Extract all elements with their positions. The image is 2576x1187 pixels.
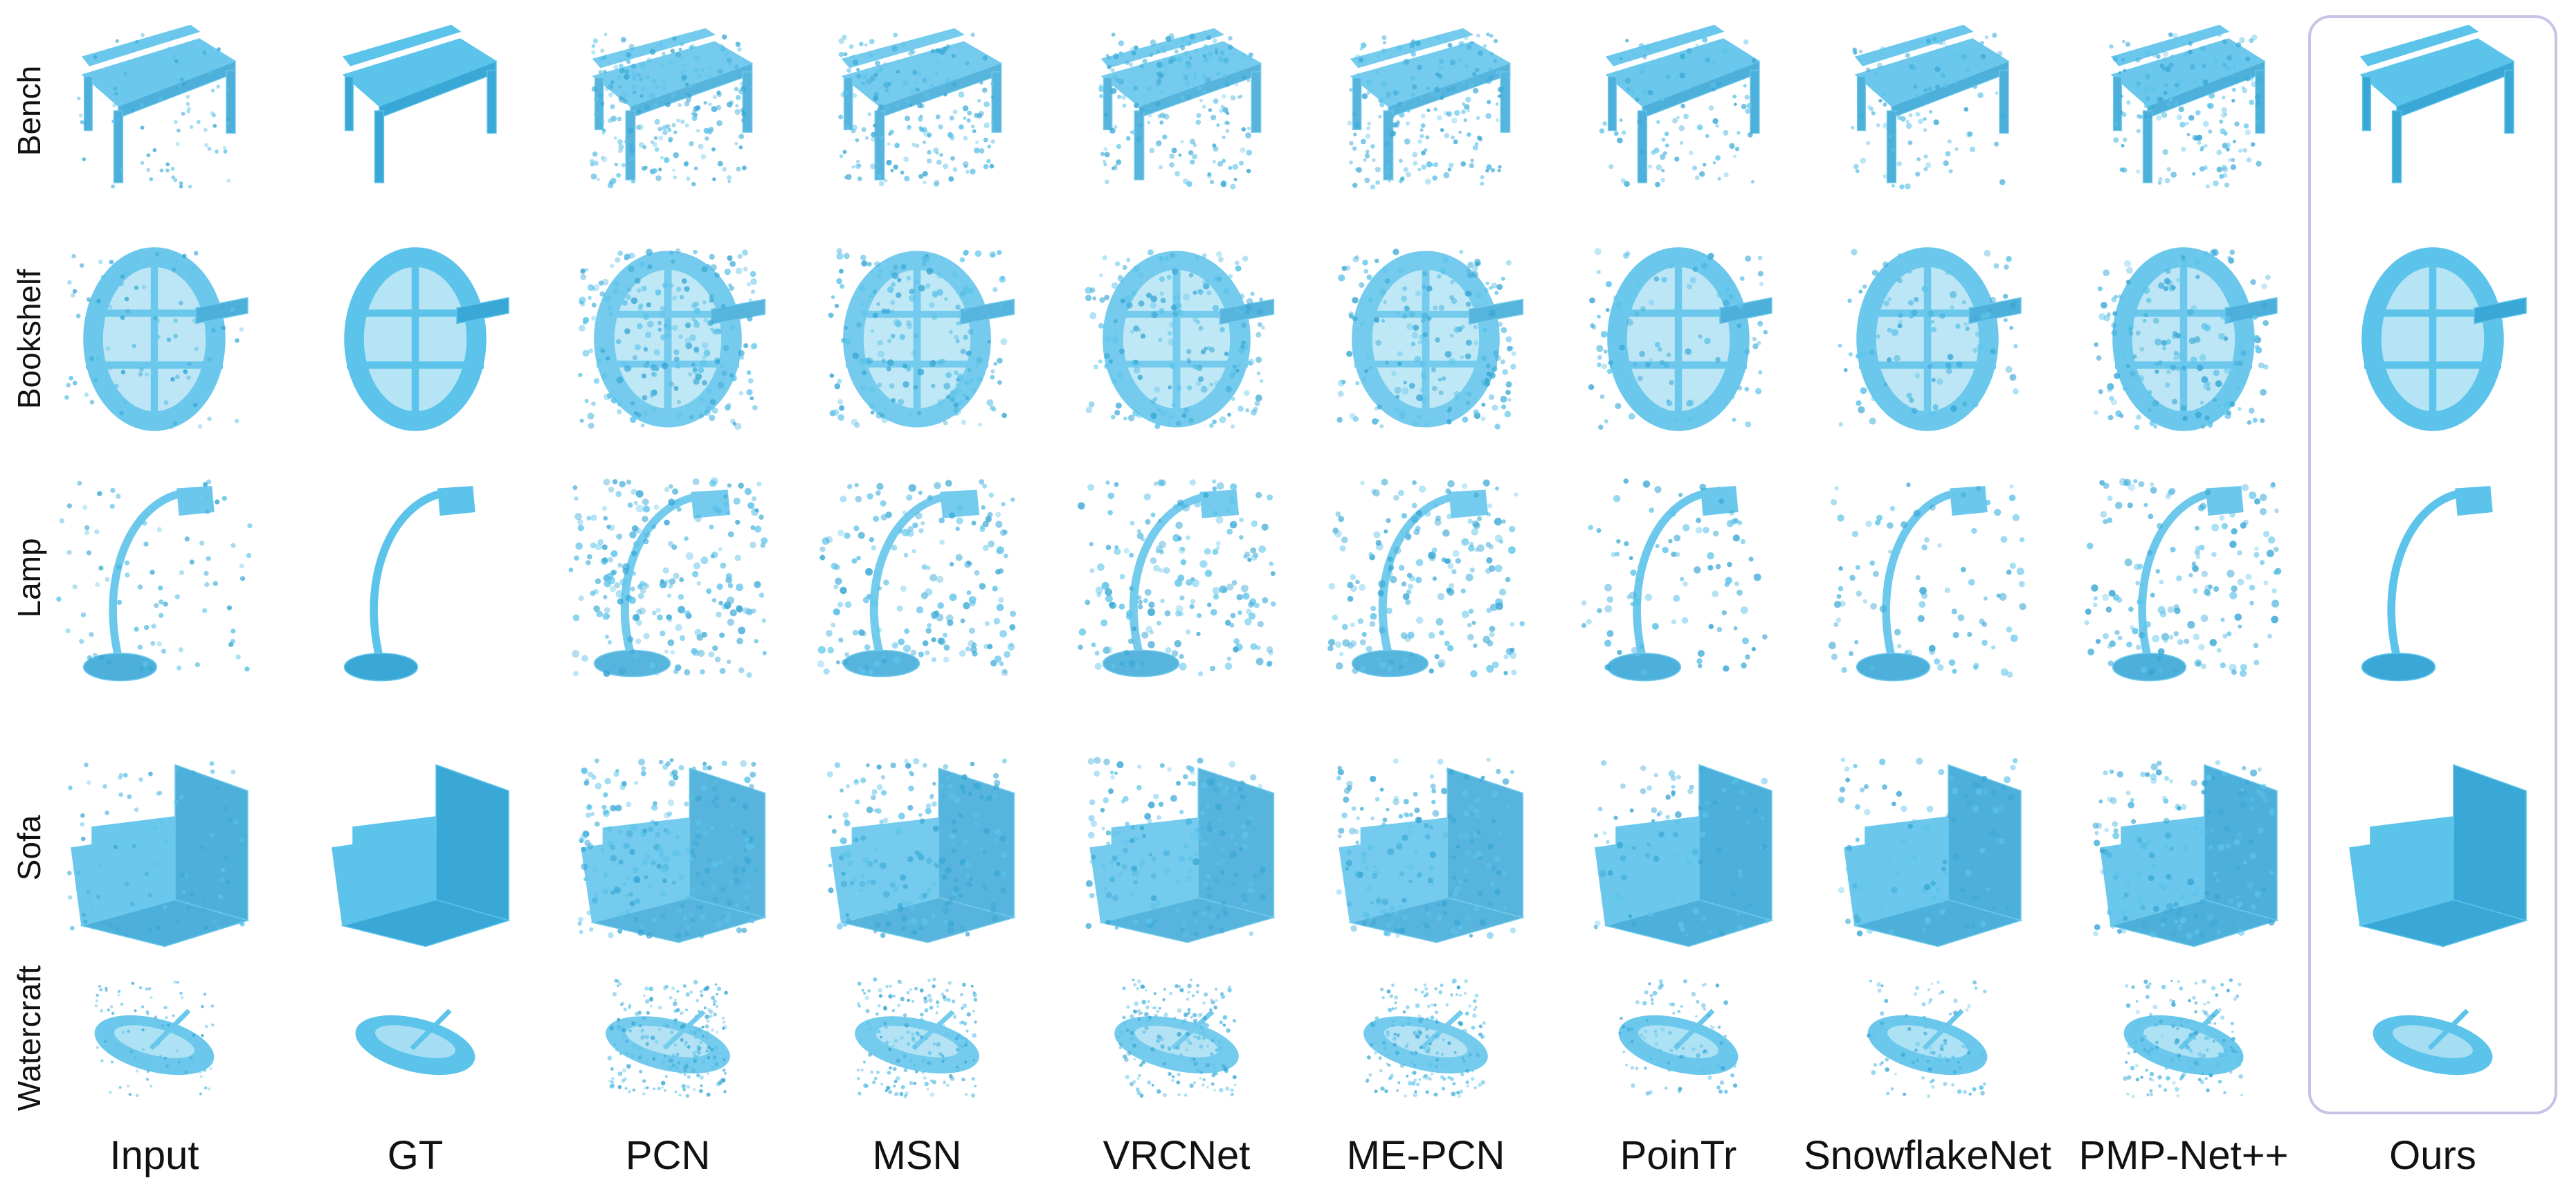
result-bench-me-pcn: .s{fill:#3aa8d6}.l{stroke:#5cc3ea;stroke… (1312, 21, 1540, 201)
result-sofa-input: .s{fill:#3aa8d6}.l{stroke:#5cc3ea;stroke… (40, 744, 269, 952)
result-watercraft-gt: .s{fill:#3aa8d6}.l{stroke:#5cc3ea;stroke… (301, 969, 529, 1107)
result-sofa-me-pcn: .s{fill:#3aa8d6}.l{stroke:#5cc3ea;stroke… (1312, 744, 1540, 952)
result-bookshelf-snowflakenet: .s{fill:#3aa8d6}.l{stroke:#5cc3ea;stroke… (1813, 235, 2042, 443)
result-watercraft-input: .s{fill:#3aa8d6}.l{stroke:#5cc3ea;stroke… (40, 969, 269, 1107)
result-bookshelf-pcn: .s{fill:#3aa8d6}.l{stroke:#5cc3ea;stroke… (554, 235, 782, 443)
result-sofa-snowflakenet: .s{fill:#3aa8d6}.l{stroke:#5cc3ea;stroke… (1813, 744, 2042, 952)
column-label-input: Input (16, 1125, 293, 1187)
result-lamp-msn: .s{fill:#3aa8d6}.l{stroke:#5cc3ea;stroke… (803, 464, 1031, 692)
result-lamp-pointr: .s{fill:#3aa8d6}.l{stroke:#5cc3ea;stroke… (1564, 464, 1793, 692)
column-label-me-pcn: ME-PCN (1287, 1125, 1564, 1187)
result-sofa-pointr: .s{fill:#3aa8d6}.l{stroke:#5cc3ea;stroke… (1564, 744, 1793, 952)
result-bench-pcn: .s{fill:#3aa8d6}.l{stroke:#5cc3ea;stroke… (554, 21, 782, 201)
result-bench-msn: .s{fill:#3aa8d6}.l{stroke:#5cc3ea;stroke… (803, 21, 1031, 201)
result-bench-snowflakenet: .s{fill:#3aa8d6}.l{stroke:#5cc3ea;stroke… (1813, 21, 2042, 201)
result-lamp-pmp-net-: .s{fill:#3aa8d6}.l{stroke:#5cc3ea;stroke… (2069, 464, 2298, 692)
result-sofa-pmp-net-: .s{fill:#3aa8d6}.l{stroke:#5cc3ea;stroke… (2069, 744, 2298, 952)
column-label-snowflakenet: SnowflakeNet (1789, 1125, 2066, 1187)
result-watercraft-msn: .s{fill:#3aa8d6}.l{stroke:#5cc3ea;stroke… (803, 969, 1031, 1107)
result-watercraft-pcn: .s{fill:#3aa8d6}.l{stroke:#5cc3ea;stroke… (554, 969, 782, 1107)
result-watercraft-vrcnet: .s{fill:#3aa8d6}.l{stroke:#5cc3ea;stroke… (1062, 969, 1291, 1107)
result-bench-pmp-net-: .s{fill:#3aa8d6}.l{stroke:#5cc3ea;stroke… (2069, 21, 2298, 201)
result-watercraft-pmp-net-: .s{fill:#3aa8d6}.l{stroke:#5cc3ea;stroke… (2069, 969, 2298, 1107)
result-sofa-gt: .s{fill:#3aa8d6}.l{stroke:#5cc3ea;stroke… (301, 744, 529, 952)
column-label-gt: GT (277, 1125, 554, 1187)
result-bench-vrcnet: .s{fill:#3aa8d6}.l{stroke:#5cc3ea;stroke… (1062, 21, 1291, 201)
result-bench-ours: .s{fill:#3aa8d6}.l{stroke:#5cc3ea;stroke… (2319, 21, 2547, 201)
result-bookshelf-gt: .s{fill:#3aa8d6}.l{stroke:#5cc3ea;stroke… (301, 235, 529, 443)
column-label-msn: MSN (779, 1125, 1055, 1187)
result-lamp-me-pcn: .s{fill:#3aa8d6}.l{stroke:#5cc3ea;stroke… (1312, 464, 1540, 692)
column-label-pointr: PoinTr (1540, 1125, 1817, 1187)
result-lamp-ours: .s{fill:#3aa8d6}.l{stroke:#5cc3ea;stroke… (2319, 464, 2547, 692)
result-sofa-msn: .s{fill:#3aa8d6}.l{stroke:#5cc3ea;stroke… (803, 744, 1031, 952)
column-label-pcn: PCN (529, 1125, 806, 1187)
result-watercraft-ours: .s{fill:#3aa8d6}.l{stroke:#5cc3ea;stroke… (2319, 969, 2547, 1107)
result-sofa-ours: .s{fill:#3aa8d6}.l{stroke:#5cc3ea;stroke… (2319, 744, 2547, 952)
column-label-pmp-net-: PMP-Net++ (2045, 1125, 2322, 1187)
result-sofa-pcn: .s{fill:#3aa8d6}.l{stroke:#5cc3ea;stroke… (554, 744, 782, 952)
result-bookshelf-vrcnet: .s{fill:#3aa8d6}.l{stroke:#5cc3ea;stroke… (1062, 235, 1291, 443)
result-bookshelf-me-pcn: .s{fill:#3aa8d6}.l{stroke:#5cc3ea;stroke… (1312, 235, 1540, 443)
result-lamp-pcn: .s{fill:#3aa8d6}.l{stroke:#5cc3ea;stroke… (554, 464, 782, 692)
result-bookshelf-pointr: .s{fill:#3aa8d6}.l{stroke:#5cc3ea;stroke… (1564, 235, 1793, 443)
result-bench-gt: .s{fill:#3aa8d6}.l{stroke:#5cc3ea;stroke… (301, 21, 529, 201)
result-sofa-vrcnet: .s{fill:#3aa8d6}.l{stroke:#5cc3ea;stroke… (1062, 744, 1291, 952)
result-bench-input: .s{fill:#3aa8d6}.l{stroke:#5cc3ea;stroke… (40, 21, 269, 201)
result-lamp-gt: .s{fill:#3aa8d6}.l{stroke:#5cc3ea;stroke… (301, 464, 529, 692)
column-label-vrcnet: VRCNet (1038, 1125, 1315, 1187)
result-watercraft-me-pcn: .s{fill:#3aa8d6}.l{stroke:#5cc3ea;stroke… (1312, 969, 1540, 1107)
result-bookshelf-input: .s{fill:#3aa8d6}.l{stroke:#5cc3ea;stroke… (40, 235, 269, 443)
result-bench-pointr: .s{fill:#3aa8d6}.l{stroke:#5cc3ea;stroke… (1564, 21, 1793, 201)
result-bookshelf-msn: .s{fill:#3aa8d6}.l{stroke:#5cc3ea;stroke… (803, 235, 1031, 443)
result-watercraft-pointr: .s{fill:#3aa8d6}.l{stroke:#5cc3ea;stroke… (1564, 969, 1793, 1107)
column-label-ours: Ours (2294, 1125, 2571, 1187)
result-lamp-input: .s{fill:#3aa8d6}.l{stroke:#5cc3ea;stroke… (40, 464, 269, 692)
result-lamp-snowflakenet: .s{fill:#3aa8d6}.l{stroke:#5cc3ea;stroke… (1813, 464, 2042, 692)
result-lamp-vrcnet: .s{fill:#3aa8d6}.l{stroke:#5cc3ea;stroke… (1062, 464, 1291, 692)
result-bookshelf-ours: .s{fill:#3aa8d6}.l{stroke:#5cc3ea;stroke… (2319, 235, 2547, 443)
result-watercraft-snowflakenet: .s{fill:#3aa8d6}.l{stroke:#5cc3ea;stroke… (1813, 969, 2042, 1107)
result-bookshelf-pmp-net-: .s{fill:#3aa8d6}.l{stroke:#5cc3ea;stroke… (2069, 235, 2298, 443)
